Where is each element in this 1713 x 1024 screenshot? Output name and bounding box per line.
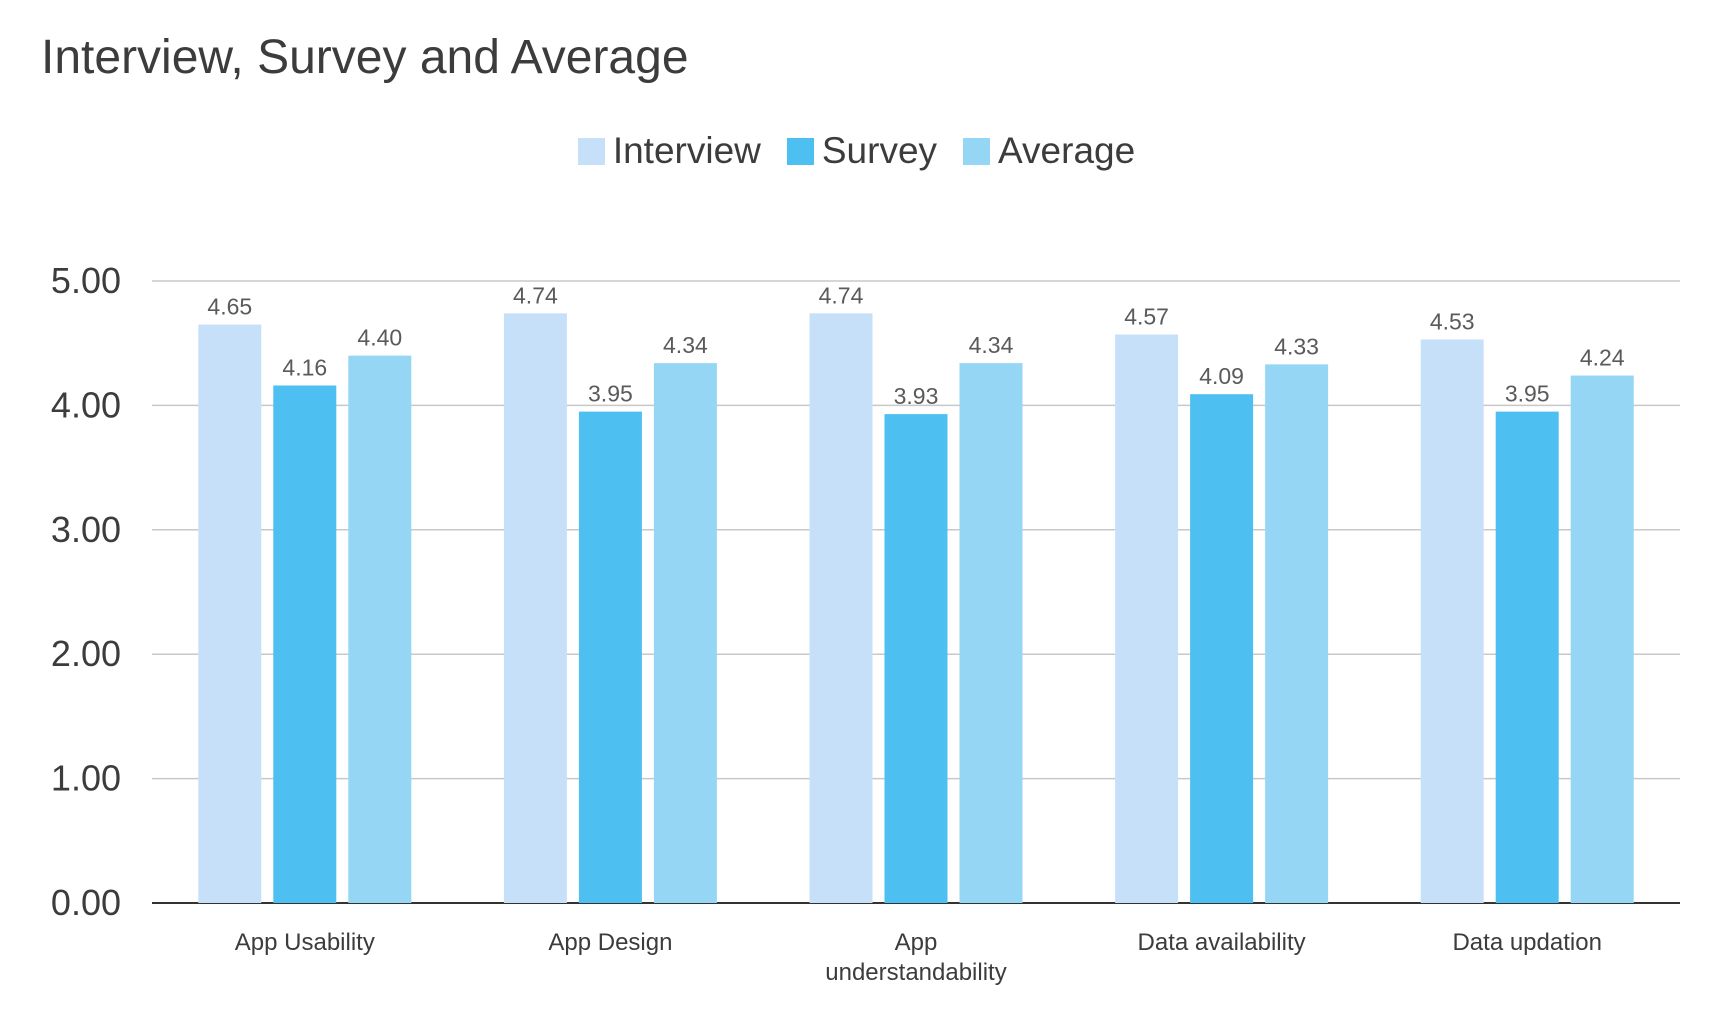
- bar-interview: [1420, 339, 1484, 903]
- bar-interview: [503, 313, 567, 903]
- y-tick-label: 5.00: [51, 260, 121, 301]
- bar-survey: [1190, 394, 1254, 903]
- x-category-label-line: Data updation: [1452, 929, 1601, 956]
- y-tick-label: 4.00: [51, 384, 121, 425]
- data-label: 4.53: [1430, 308, 1475, 334]
- bar-survey: [578, 411, 642, 903]
- data-label: 4.33: [1274, 333, 1319, 359]
- data-label: 3.93: [894, 383, 939, 409]
- chart-legend: Interview Survey Average: [0, 130, 1713, 172]
- bar-survey: [273, 385, 337, 904]
- legend-swatch-interview: [577, 137, 605, 165]
- data-label: 4.40: [357, 325, 402, 351]
- data-label: 4.34: [969, 332, 1014, 358]
- bar-interview: [1115, 334, 1179, 903]
- legend-item-interview: Interview: [577, 130, 761, 172]
- data-label: 3.95: [588, 381, 633, 407]
- legend-label-average: Average: [998, 130, 1136, 171]
- data-label: 4.34: [663, 332, 708, 358]
- legend-label-survey: Survey: [821, 130, 938, 171]
- legend-item-survey: Survey: [786, 130, 938, 172]
- bar-survey: [884, 414, 948, 903]
- x-category-label: App understandability: [825, 929, 1006, 986]
- x-category-label-line: understandability: [825, 959, 1006, 986]
- y-tick-label: 3.00: [51, 509, 121, 550]
- data-label: 3.95: [1505, 381, 1550, 407]
- data-label: 4.16: [282, 354, 327, 380]
- x-category-label-line: Data availability: [1138, 929, 1306, 956]
- bar-average: [1570, 375, 1634, 903]
- bar-average: [1265, 364, 1329, 903]
- data-label: 4.65: [207, 294, 252, 320]
- data-label: 4.74: [819, 282, 864, 308]
- x-category-label: Data availability: [1138, 929, 1306, 956]
- y-tick-label: 0.00: [51, 882, 121, 923]
- data-label: 4.57: [1124, 303, 1169, 329]
- legend-swatch-average: [963, 137, 991, 165]
- legend-swatch-survey: [786, 137, 814, 165]
- data-label: 4.74: [513, 282, 558, 308]
- chart-title: Interview, Survey and Average: [41, 31, 689, 84]
- bar-interview: [198, 324, 262, 903]
- bar-survey: [1495, 411, 1559, 903]
- x-category-label: Data updation: [1452, 929, 1601, 956]
- bar-average: [653, 363, 717, 903]
- bar-average: [959, 363, 1023, 903]
- data-label: 4.24: [1580, 345, 1625, 371]
- legend-item-average: Average: [963, 130, 1135, 172]
- y-tick-label: 1.00: [51, 758, 121, 799]
- bar-interview: [809, 313, 873, 903]
- x-category-label-line: App Usability: [235, 929, 375, 956]
- x-category-label-line: App: [895, 929, 938, 956]
- legend-label-interview: Interview: [612, 130, 761, 171]
- data-label: 4.09: [1199, 363, 1244, 389]
- x-category-label: App Usability: [235, 929, 375, 956]
- x-category-label-line: App Design: [548, 929, 672, 956]
- bar-average: [348, 355, 412, 903]
- y-tick-label: 2.00: [51, 633, 121, 674]
- x-category-label: App Design: [548, 929, 672, 956]
